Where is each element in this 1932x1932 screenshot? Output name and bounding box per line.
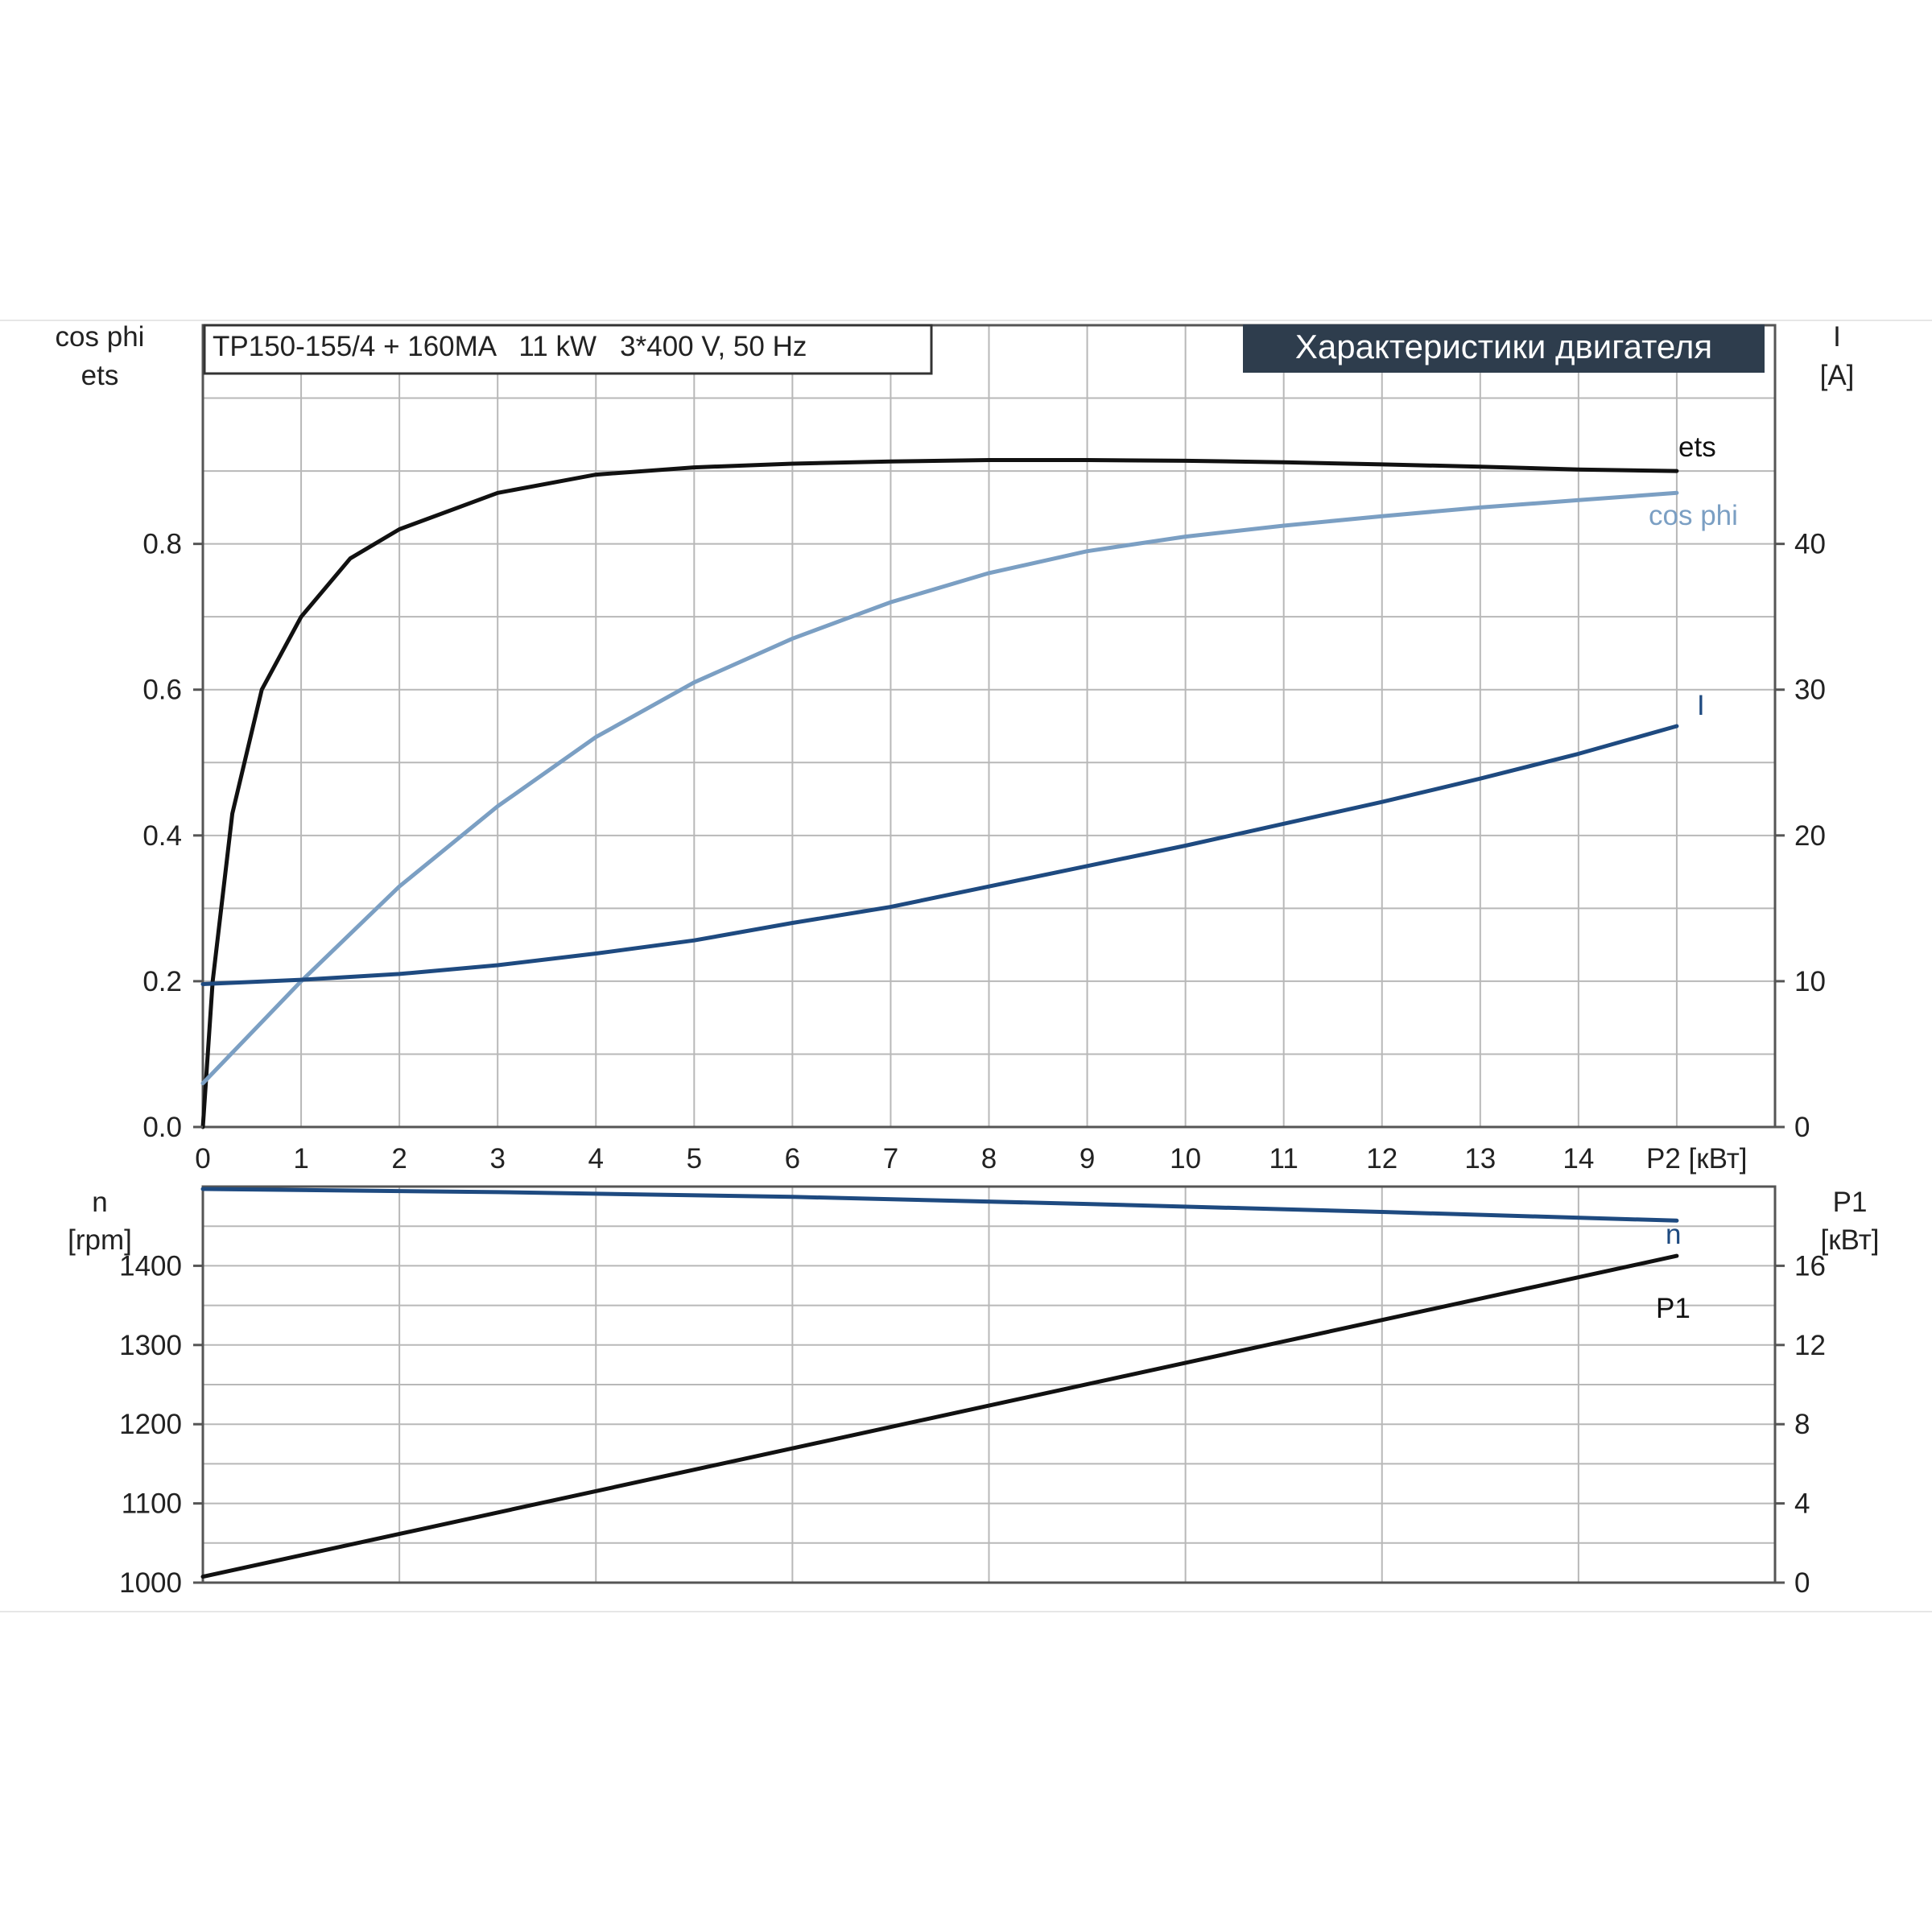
bottom-left-tick-label: 1100 <box>122 1488 182 1520</box>
bottom-series-p1 <box>200 1253 1679 1579</box>
bottom-grid <box>203 1187 1775 1583</box>
top-left-tick-label: 0.8 <box>142 529 182 560</box>
x-tick-label: 10 <box>1170 1143 1201 1174</box>
x-tick-label: 9 <box>1080 1143 1095 1174</box>
banner-title: Характеристики двигателя <box>1295 328 1712 365</box>
series-label-ets: ets <box>1678 431 1716 463</box>
bottom-plot-frame <box>201 1185 1777 1584</box>
x-tick-label: 7 <box>883 1143 898 1174</box>
bottom-right-tick-label: 16 <box>1794 1250 1826 1282</box>
x-tick-label: 0 <box>195 1143 210 1174</box>
bottom-left-axis-label-line2: [rpm] <box>68 1224 132 1256</box>
model-label-box <box>203 324 933 375</box>
top-right-tick-label: 0 <box>1794 1112 1810 1143</box>
bottom-left-axis-label-line1: n <box>92 1187 107 1218</box>
bottom-tick-labels: 1000 1100 1200 1300 1400 0 4 8 12 16 <box>119 1250 1826 1599</box>
banner-title-box <box>1243 324 1765 373</box>
x-tick-label: 13 <box>1464 1143 1496 1174</box>
bottom-left-tick-label: 1000 <box>119 1567 182 1599</box>
top-right-tick-label: 10 <box>1794 966 1826 997</box>
model-label: TP150-155/4 + 160MA 11 kW 3*400 V, 50 Hz <box>213 331 807 362</box>
x-tick-label: 11 <box>1269 1143 1298 1174</box>
x-tick-label: 4 <box>588 1143 604 1174</box>
top-left-axis-label-line1: cos phi <box>56 321 145 353</box>
top-left-tick-label: 0.0 <box>142 1112 182 1143</box>
top-series-cos-phi <box>200 490 1679 1086</box>
bottom-right-tick-label: 12 <box>1794 1330 1826 1361</box>
bottom-left-tick-label: 1400 <box>119 1250 182 1282</box>
top-left-tick-label: 0.2 <box>142 966 182 997</box>
bottom-motor-chart: 1000 1100 1200 1300 1400 0 4 8 12 16 n [rpm] P1 [… <box>68 1185 1880 1599</box>
top-series-group <box>200 458 1679 1129</box>
top-series-i <box>200 724 1679 986</box>
top-plot-frame <box>201 324 1777 1129</box>
top-left-tick-label: 0.6 <box>142 675 182 706</box>
x-tick-label: 2 <box>391 1143 407 1174</box>
top-left-axis-label-line2: ets <box>81 360 119 391</box>
x-tick-label: 14 <box>1563 1143 1594 1174</box>
top-left-tick-label: 0.4 <box>142 820 182 852</box>
x-axis-label: P2 [кВт] <box>1646 1143 1748 1174</box>
series-label-current: I <box>1697 690 1705 721</box>
x-tick-label: 5 <box>687 1143 702 1174</box>
bottom-right-tick-label: 4 <box>1794 1488 1810 1520</box>
bottom-right-tick-label: 8 <box>1794 1409 1810 1440</box>
top-right-axis-label-line2: [A] <box>1820 360 1855 391</box>
bottom-right-tick-label: 0 <box>1794 1567 1810 1599</box>
top-right-tick-label: 40 <box>1794 529 1826 560</box>
x-tick-label: 8 <box>981 1143 997 1174</box>
bottom-left-tick-label: 1200 <box>119 1409 182 1440</box>
bottom-series-group <box>200 1187 1679 1579</box>
x-tick-label: 6 <box>785 1143 800 1174</box>
x-tick-label: 12 <box>1366 1143 1397 1174</box>
top-right-axis-label-line1: I <box>1833 321 1841 353</box>
series-label-cos-phi: cos phi <box>1649 500 1738 531</box>
bottom-right-axis-label-line2: [кВт] <box>1821 1224 1880 1256</box>
bottom-series-n <box>200 1187 1679 1223</box>
top-right-tick-label: 30 <box>1794 675 1826 706</box>
x-tick-label: 1 <box>293 1143 308 1174</box>
bottom-right-axis-label-line1: P1 <box>1833 1187 1868 1218</box>
series-label-speed: n <box>1666 1219 1681 1250</box>
bottom-left-tick-label: 1300 <box>119 1330 182 1361</box>
top-right-tick-label: 20 <box>1794 820 1826 852</box>
x-tick-label: 3 <box>489 1143 505 1174</box>
series-label-input-power: P1 <box>1656 1293 1690 1324</box>
top-series-ets <box>200 458 1679 1129</box>
